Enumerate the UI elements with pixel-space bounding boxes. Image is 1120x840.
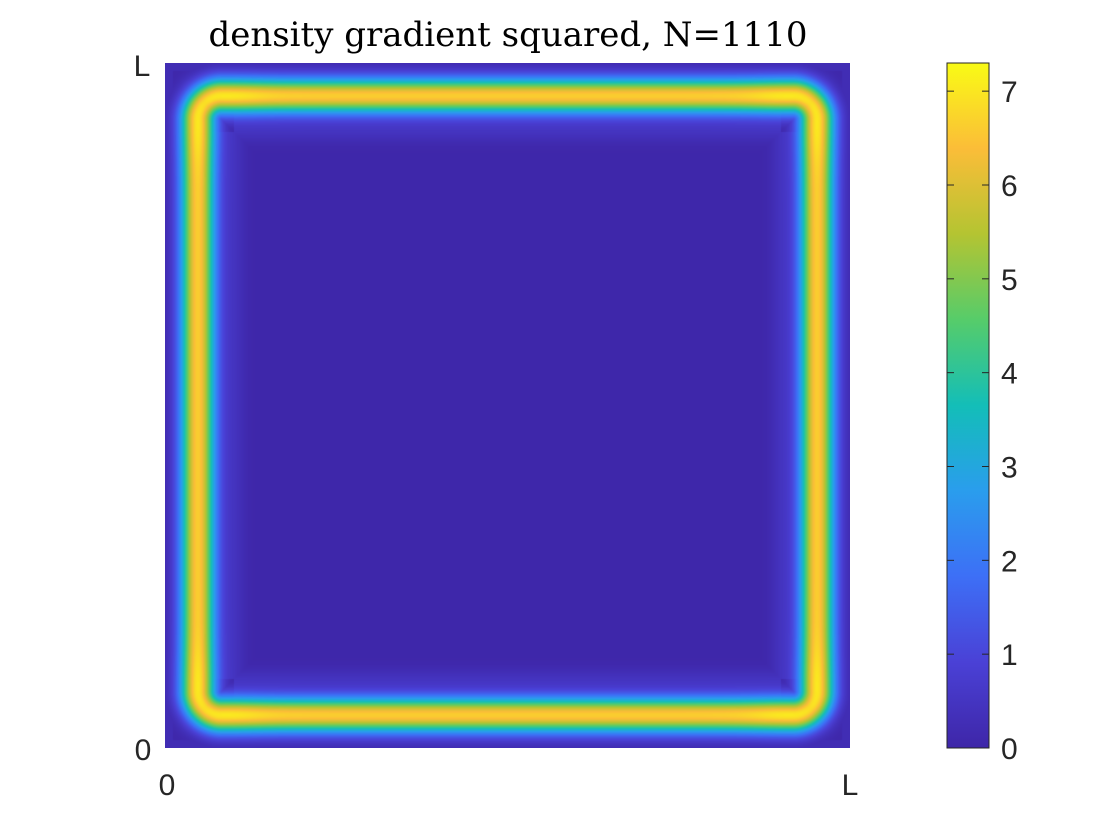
- y-tick-label-bottom: 0: [135, 734, 152, 767]
- heatmap-plot-area: [165, 63, 850, 748]
- colorbar-tick-label: 0: [1001, 733, 1018, 766]
- heatmap-field: [165, 63, 850, 748]
- colorbar-tick-label: 5: [1001, 264, 1018, 297]
- colorbar-tick-label: 1: [1001, 639, 1018, 672]
- heatmap-canvas-container: [165, 63, 850, 748]
- colorbar-tick-label: 2: [1001, 545, 1018, 578]
- colorbar-tick-label: 4: [1001, 358, 1018, 391]
- colorbar-gradient: [947, 63, 989, 748]
- x-tick-label-right: L: [842, 769, 859, 802]
- colorbar-ticks: 0 1 2 3 4 5 6 7: [947, 76, 1018, 766]
- y-tick-label-top: L: [134, 50, 151, 83]
- colorbar-frame: [946, 62, 990, 749]
- colorbar-tick-label: 6: [1001, 170, 1018, 203]
- colorbar: 0 1 2 3 4 5 6 7: [946, 62, 1018, 766]
- colorbar-tick-label: 3: [1001, 451, 1018, 484]
- chart-title: density gradient squared, N=1110: [208, 15, 807, 55]
- x-tick-label-left: 0: [159, 769, 176, 802]
- colorbar-tick-label: 7: [1001, 76, 1018, 109]
